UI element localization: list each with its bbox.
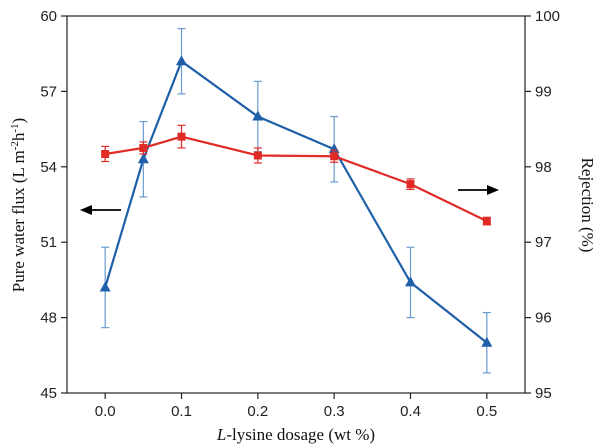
left-y-tick-label: 54 (40, 159, 57, 176)
right-y-tick-label: 97 (535, 234, 552, 251)
right-y-tick-label: 95 (535, 385, 552, 402)
series-line (104, 135, 488, 223)
x-tick-label: 0.5 (476, 403, 497, 420)
data-point-square (482, 217, 491, 226)
left-y-title-sup-2: -1 (9, 123, 21, 132)
left-y-tick-label: 60 (40, 8, 57, 25)
data-point-triangle (252, 110, 264, 121)
series-layer (99, 27, 493, 374)
x-axis-title: L-lysine dosage (wt %) (216, 425, 375, 444)
right-y-axis-ticks: 95 96 97 98 99 100 (525, 8, 560, 402)
right-y-tick-label: 96 (535, 310, 552, 327)
data-point-triangle (99, 281, 111, 292)
x-tick-label: 0.4 (400, 403, 421, 420)
x-tick-label: 0.1 (171, 403, 192, 420)
left-axis-arrow (80, 205, 121, 215)
series-rejection (101, 124, 491, 226)
data-point-triangle (481, 336, 493, 347)
right-y-tick-label: 98 (535, 159, 552, 176)
right-y-axis-title: Rejection (%) (578, 158, 593, 253)
data-point-square (139, 143, 148, 152)
data-point-triangle (405, 276, 416, 287)
right-y-tick-label: 100 (535, 8, 560, 25)
left-y-axis-title: Pure water flux (L m-2h-1) (9, 118, 28, 292)
data-point-square (177, 132, 186, 141)
left-y-tick-label: 48 (40, 310, 57, 327)
data-point-triangle (137, 153, 149, 164)
left-y-axis-ticks: 45 48 51 54 57 60 (40, 8, 67, 402)
right-axis-arrow (458, 185, 499, 195)
data-point-square (253, 151, 262, 160)
left-y-title-part-1: Pure water flux (L m (9, 150, 28, 292)
x-tick-label: 0.2 (247, 403, 268, 420)
series-flux (99, 27, 493, 374)
left-y-title-part-3: ) (9, 118, 28, 124)
data-point-square (330, 152, 339, 161)
left-y-tick-label: 57 (40, 83, 57, 100)
data-point-square (406, 180, 415, 189)
data-point-triangle (176, 55, 187, 66)
x-tick-label: 0.3 (324, 403, 345, 420)
left-y-title-part-2: h (9, 132, 28, 141)
left-y-tick-label: 45 (40, 385, 57, 402)
x-tick-label: 0.0 (95, 403, 116, 420)
left-y-title-sup-1: -2 (9, 141, 21, 150)
x-axis-ticks: 0.0 0.1 0.2 0.3 0.4 0.5 (95, 393, 497, 420)
x-axis-title-rest: -lysine dosage (wt %) (226, 425, 375, 444)
series-line (104, 59, 488, 344)
right-y-tick-label: 99 (535, 83, 552, 100)
x-axis-title-italic: L (216, 425, 226, 444)
left-y-tick-label: 51 (40, 234, 57, 251)
plot-area-frame (66, 15, 526, 394)
data-point-square (101, 149, 110, 158)
